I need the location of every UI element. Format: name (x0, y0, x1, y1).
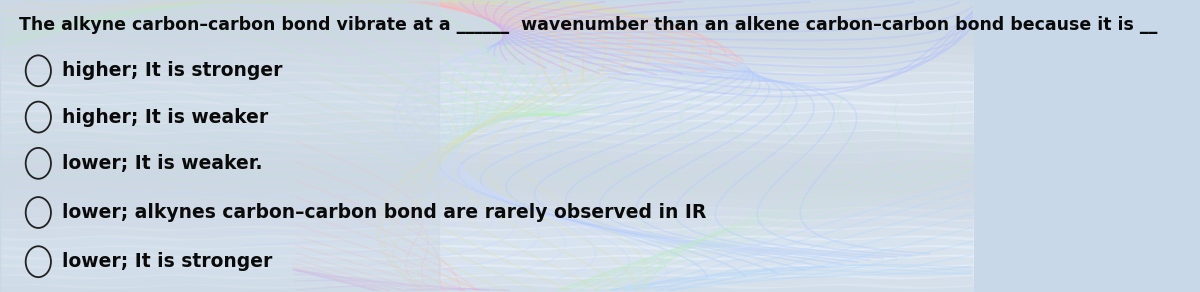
Text: lower; alkynes carbon–carbon bond are rarely observed in IR: lower; alkynes carbon–carbon bond are ra… (61, 203, 706, 222)
Text: lower; It is stronger: lower; It is stronger (61, 252, 272, 271)
Text: The alkyne carbon–carbon bond vibrate at a ______  wavenumber than an alkene car: The alkyne carbon–carbon bond vibrate at… (19, 16, 1157, 34)
Text: higher; It is stronger: higher; It is stronger (61, 61, 282, 80)
Text: lower; It is weaker.: lower; It is weaker. (61, 154, 262, 173)
Text: higher; It is weaker: higher; It is weaker (61, 107, 268, 126)
